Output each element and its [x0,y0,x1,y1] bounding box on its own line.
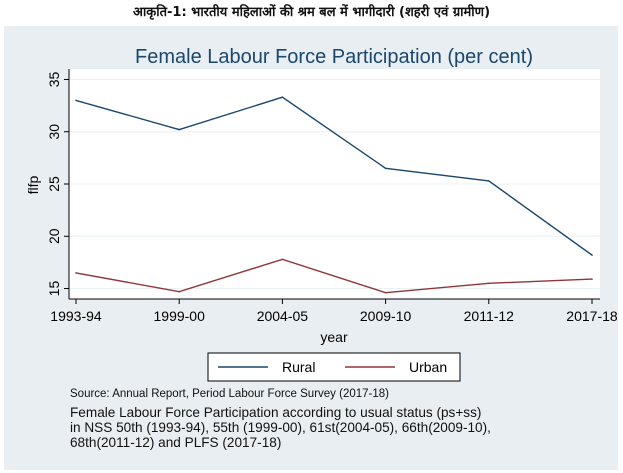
x-ticks: 1993-94 1999-00 2004-05 2009-10 2011-12 2017-… [50,299,618,324]
x-axis-label: year [320,329,348,345]
data-point-urban [488,282,490,285]
data-point-rural [178,128,180,131]
source-note: Source: Annual Report, Period Labour For… [70,388,389,400]
description-line: Female Labour Force Participation accord… [70,405,482,420]
series-line-urban [75,258,593,294]
series-lines [75,96,593,294]
y-tick-label: 20 [46,228,62,244]
x-tick-label: 1999-00 [154,308,206,324]
x-tick-label: 2011-12 [464,308,515,324]
data-point-rural [384,167,387,170]
data-point-urban [75,272,77,274]
data-point-rural [591,254,593,256]
chart-title: Female Labour Force Participation (per c… [135,46,533,68]
data-point-urban [281,258,284,261]
chart-description: Female Labour Force Participation accord… [70,405,610,450]
figure-caption: आकृति-1: भारतीय महिलाओं की श्रम बल में भ… [132,5,491,20]
data-point-urban [591,278,593,280]
y-tick-label: 25 [46,176,62,192]
x-tick-label: 2009-10 [360,308,412,324]
data-point-urban [178,290,180,293]
legend-label-urban: Urban [409,359,447,375]
data-point-rural [488,180,490,182]
data-point-urban [384,291,387,294]
data-point-rural [281,96,284,99]
y-tick-label: 35 [46,71,62,87]
description-line: 68th(2011-12) and PLFS (2017-18) [70,435,282,450]
series-line-rural [75,96,593,256]
data-point-rural [75,99,77,102]
x-tick-label: 1993-94 [50,308,102,324]
y-tick-label: 30 [46,124,62,140]
y-axis-label: flfp [25,175,41,194]
y-tick-label: 15 [46,281,62,297]
gridlines [69,78,600,290]
y-ticks: 15 20 25 30 35 [46,71,69,296]
x-tick-label: 2004-05 [257,308,309,324]
legend: Rural Urban [207,352,461,382]
x-tick-label: 2017-18 [566,308,618,324]
description-line: in NSS 50th (1993-94), 55th (1999-00), 6… [70,420,491,435]
legend-label-rural: Rural [282,359,315,375]
